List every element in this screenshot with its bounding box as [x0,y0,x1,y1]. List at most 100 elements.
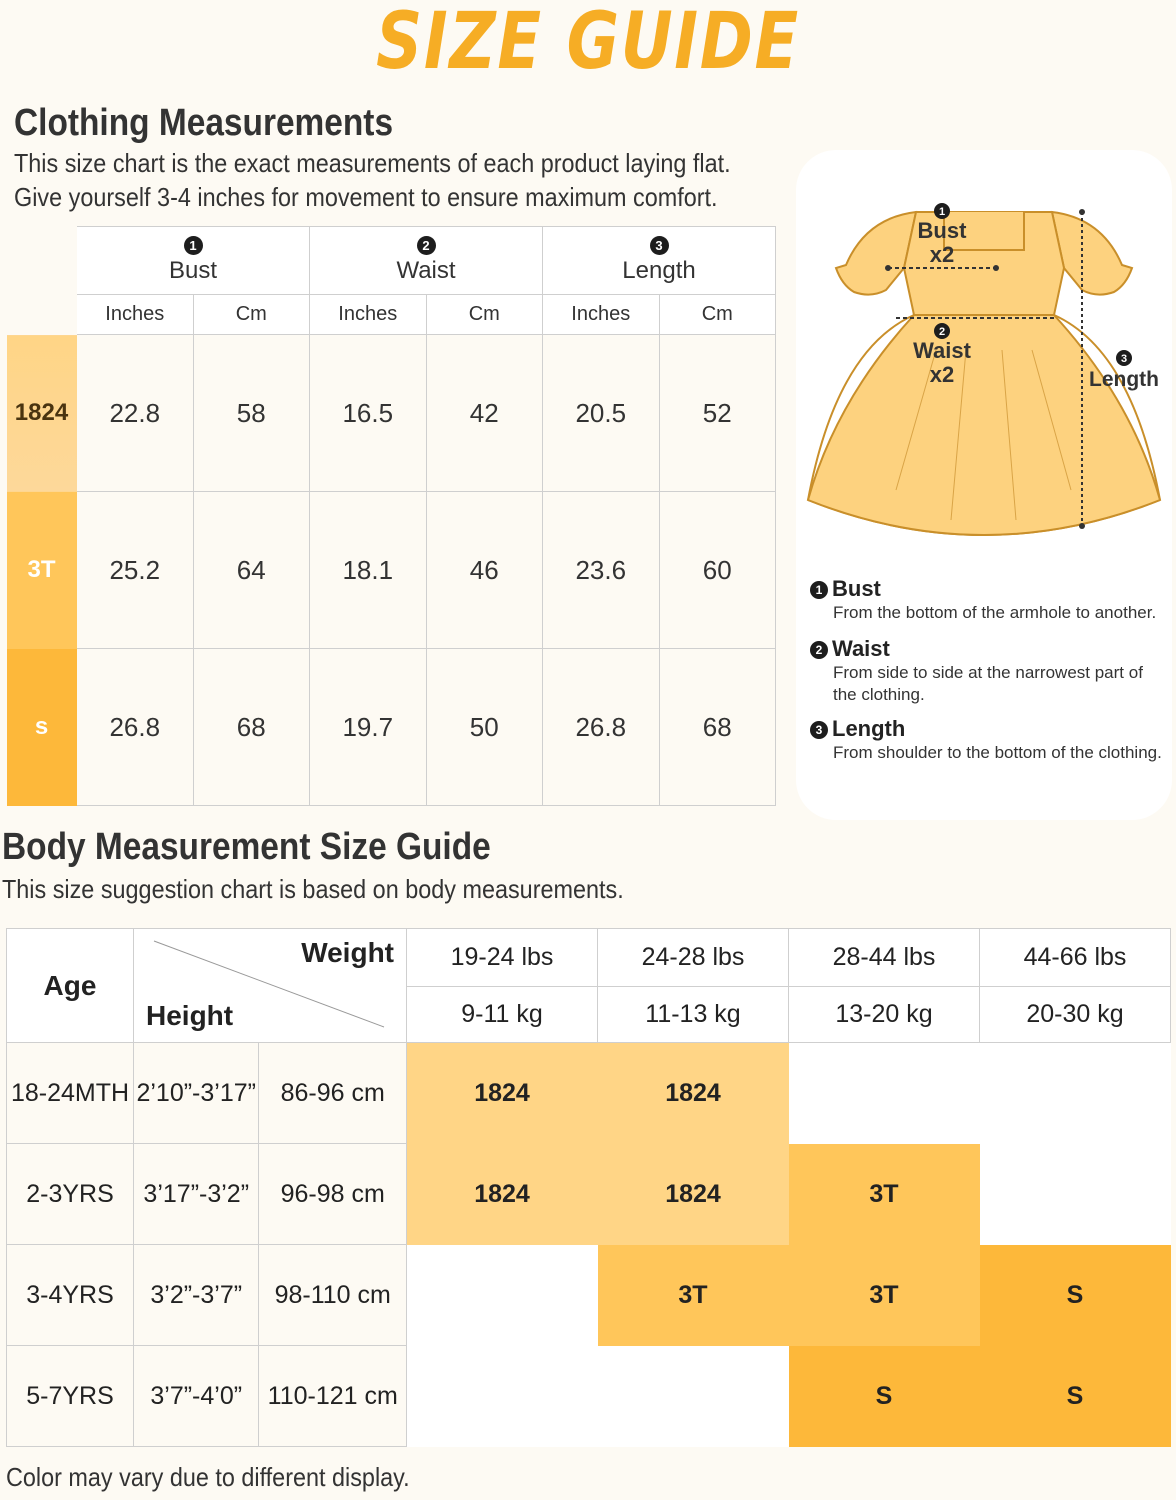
age-cell: 18-24MTH [6,1042,134,1144]
value-cell: 58 [192,334,310,492]
size-cell: 1824 [597,1042,789,1144]
weight-kg: 13-20 kg [788,986,980,1043]
weight-lbs: 19-24 lbs [406,928,598,987]
table-row: 2-3YRS 3’17”-3’2” 96-98 cm 1824 1824 3T [6,1143,1171,1245]
height-cm-cell: 98-110 cm [258,1244,407,1346]
corner-cell [7,295,77,335]
size-label: 3T [6,491,77,649]
height-weight-header: Weight Height [133,928,407,1043]
age-cell: 5-7YRS [6,1345,134,1447]
size-cell: 1824 [406,1042,598,1144]
diagonal-divider [153,940,385,1028]
empty-cell [788,1042,980,1144]
size-cell: 1824 [597,1143,789,1245]
value-cell: 60 [658,491,776,649]
weight-kg: 11-13 kg [597,986,789,1043]
value-cell: 52 [658,334,776,492]
unit-header: Inches [542,294,660,335]
number-badge: 3 [810,721,828,739]
definition-title: Bust [832,576,881,601]
age-cell: 3-4YRS [6,1244,134,1346]
unit-header: Cm [425,294,543,335]
unit-header: Cm [658,294,776,335]
height-ft-cell: 3’17”-3’2” [132,1143,260,1245]
weight-kg: 20-30 kg [979,986,1171,1043]
size-label: 1824 [6,334,77,492]
clothing-heading: Clothing Measurements [14,102,394,144]
height-label: Height [146,1000,234,1031]
definition-length: 3 Length From shoulder to the bottom of t… [810,716,1170,764]
weight-label: Weight [301,937,394,968]
table-row: 1824 22.8 58 16.5 42 20.5 52 [6,334,776,492]
table-row: 3T 25.2 64 18.1 46 23.6 60 [6,491,776,649]
height-ft-cell: 3’7”-4’0” [132,1345,260,1447]
unit-header: Inches [309,294,427,335]
group-waist: 2 Waist [309,226,543,295]
definition-waist: 2 Waist From side to side at the narrowes… [810,636,1166,706]
group-length: 3 Length [542,226,776,295]
weight-lbs: 28-44 lbs [788,928,980,987]
value-cell: 64 [192,491,310,649]
group-label: Length [622,257,696,284]
definition-bust: 1 Bust From the bottom of the armhole to … [810,576,1166,624]
empty-cell [979,1042,1171,1144]
age-header: Age [6,928,134,1043]
empty-cell [597,1345,789,1447]
value-cell: 46 [425,491,543,649]
dress-illustration: 1 Bust x2 2 Waist x2 3 Length [806,203,1162,536]
group-bust: 1 Bust [76,226,310,295]
empty-cell [406,1345,598,1447]
dress-diagram-panel: 1 Bust x2 2 Waist x2 3 Length 1 Bust From… [796,150,1172,820]
definition-title: Length [832,716,906,741]
height-ft-cell: 3’2”-3’7” [132,1244,260,1346]
size-cell: S [979,1345,1171,1447]
definition-title: Waist [832,636,890,661]
body-heading: Body Measurement Size Guide [2,826,491,868]
height-ft-cell: 2’10”-3’17” [132,1042,260,1144]
size-cell: S [979,1244,1171,1346]
value-cell: 26.8 [542,648,660,806]
size-cell: 1824 [406,1143,598,1245]
weight-kg: 9-11 kg [406,986,598,1043]
group-label: Waist [396,257,456,284]
size-cell: 3T [788,1143,980,1245]
empty-cell [406,1244,598,1346]
number-badge: 3 [649,236,669,255]
table-row: s 26.8 68 19.7 50 26.8 68 [6,648,776,806]
body-desc: This size suggestion chart is based on b… [2,874,624,904]
bust-num: 1 [939,206,945,218]
waist-num: 2 [939,326,945,338]
unit-header: Inches [76,294,194,335]
size-cell: 3T [788,1244,980,1346]
table-row: 5-7YRS 3’7”-4’0” 110-121 cm S S [6,1345,1171,1447]
height-cm-cell: 86-96 cm [258,1042,407,1144]
number-badge: 2 [416,236,436,255]
value-cell: 68 [192,648,310,806]
empty-cell [979,1143,1171,1245]
waist-multiplier: x2 [930,362,954,387]
clothing-desc-1: This size chart is the exact measurement… [14,148,731,178]
table-row: 18-24MTH 2’10”-3’17” 86-96 cm 1824 1824 [6,1042,1171,1144]
definition-text: From side to side at the narrowest part … [833,663,1143,704]
value-cell: 16.5 [309,334,427,492]
number-badge: 2 [810,641,828,659]
value-cell: 20.5 [542,334,660,492]
clothing-measurement-table: 1 Bust 2 Waist 3 Length Inches Cm Inches… [6,226,776,806]
age-cell: 2-3YRS [6,1143,134,1245]
bust-label: Bust [918,218,968,243]
value-cell: 26.8 [76,648,194,806]
weight-lbs: 24-28 lbs [597,928,789,987]
size-cell: 3T [597,1244,789,1346]
weight-lbs: 44-66 lbs [979,928,1171,987]
value-cell: 42 [425,334,543,492]
number-badge: 1 [183,236,203,255]
number-badge: 1 [810,581,828,599]
clothing-desc-2: Give yourself 3-4 inches for movement to… [14,182,718,212]
bust-multiplier: x2 [930,242,954,267]
value-cell: 50 [425,648,543,806]
waist-label: Waist [913,338,972,363]
corner-cell [7,227,77,295]
height-cm-cell: 96-98 cm [258,1143,407,1245]
definition-text: From the bottom of the armhole to anothe… [833,603,1157,622]
value-cell: 25.2 [76,491,194,649]
